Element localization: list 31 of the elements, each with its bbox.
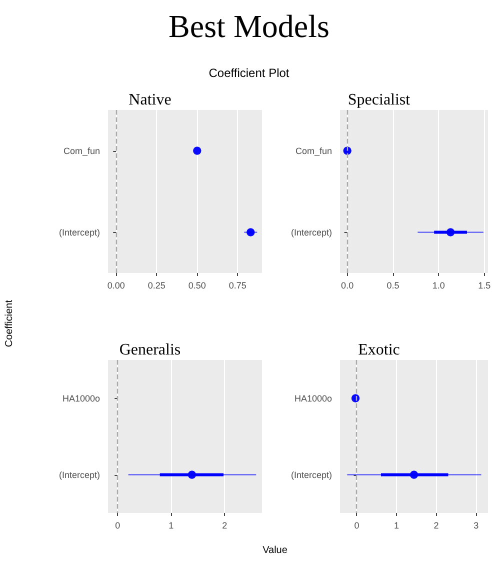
x-tick-label: 3 (474, 520, 479, 530)
y-tick-label: (Intercept) (290, 227, 332, 238)
x-tick-label: 1.0 (432, 280, 445, 290)
text: Coefficient Plot (208, 66, 290, 80)
chart-title: Exotic (358, 342, 400, 358)
chart-title: Generalis (119, 342, 181, 358)
x-tick-label: 0.0 (341, 280, 354, 290)
x-tick-label: 1 (168, 520, 174, 530)
x-tick-label: 2 (222, 520, 228, 530)
y-tick-label: Com_fun (63, 146, 100, 156)
x-tick-label: 1 (394, 520, 399, 530)
x-tick-label: 0 (354, 520, 360, 530)
chart-title: Specialist (348, 92, 411, 108)
x-tick-label: 0 (115, 520, 120, 530)
y-tick-label: Com_fun (295, 146, 332, 156)
x-tick-label: 2 (434, 520, 439, 530)
y-tick-label: HA1000o (294, 393, 332, 404)
x-tick-label: 0.25 (148, 280, 166, 290)
y-tick-label: (Intercept) (58, 470, 100, 480)
text: Coefficient (4, 300, 15, 348)
y-tick-label: (Intercept) (290, 470, 332, 480)
text: Value (262, 545, 288, 556)
x-tick-label: 1.5 (478, 280, 491, 290)
x-tick-label: 0.00 (107, 280, 125, 290)
x-tick-label: 0.75 (228, 280, 246, 290)
text: Best Models (168, 8, 330, 45)
x-tick-label: 0.50 (188, 280, 206, 290)
y-tick-label: (Intercept) (58, 227, 100, 238)
y-tick-label: HA1000o (62, 393, 100, 404)
chart-title: Native (128, 92, 172, 108)
x-tick-label: 0.5 (386, 280, 400, 290)
